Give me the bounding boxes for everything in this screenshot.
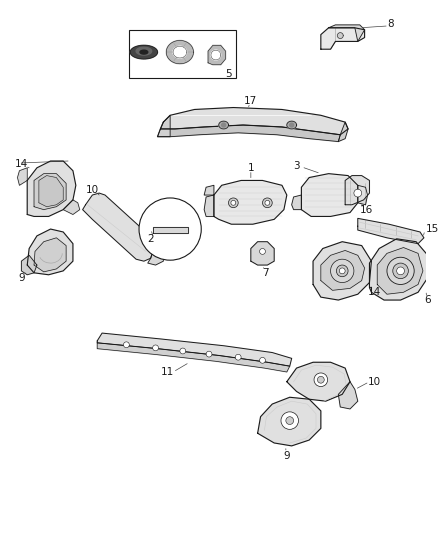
Polygon shape (34, 174, 66, 209)
Polygon shape (21, 255, 37, 275)
Circle shape (180, 348, 186, 354)
Text: 14: 14 (15, 159, 28, 169)
Polygon shape (370, 239, 428, 300)
Polygon shape (345, 175, 370, 205)
Polygon shape (97, 333, 292, 366)
Circle shape (262, 198, 272, 208)
Circle shape (124, 342, 129, 348)
Polygon shape (214, 181, 287, 224)
Polygon shape (153, 227, 187, 233)
Polygon shape (158, 125, 340, 142)
Polygon shape (204, 195, 214, 216)
Polygon shape (27, 161, 76, 216)
Polygon shape (166, 41, 194, 64)
Circle shape (318, 376, 324, 383)
Polygon shape (301, 174, 358, 216)
Text: 17: 17 (244, 96, 258, 106)
Polygon shape (131, 45, 158, 59)
Circle shape (260, 358, 265, 363)
Circle shape (339, 268, 345, 274)
Circle shape (153, 345, 159, 351)
Polygon shape (358, 219, 424, 244)
Polygon shape (287, 362, 350, 401)
Circle shape (354, 189, 362, 197)
Polygon shape (208, 45, 226, 64)
Polygon shape (211, 50, 221, 60)
Polygon shape (27, 229, 73, 275)
Polygon shape (39, 175, 63, 207)
Circle shape (286, 417, 293, 424)
Polygon shape (313, 241, 371, 300)
Polygon shape (292, 195, 301, 209)
Polygon shape (160, 108, 348, 135)
Polygon shape (251, 241, 274, 265)
Text: 1: 1 (247, 163, 254, 173)
Polygon shape (204, 185, 214, 195)
Text: 3: 3 (293, 161, 300, 171)
Polygon shape (219, 121, 229, 129)
Circle shape (314, 373, 328, 386)
Text: 10: 10 (368, 377, 381, 387)
Text: 10: 10 (86, 185, 99, 195)
Text: 9: 9 (18, 273, 25, 282)
Text: 9: 9 (283, 450, 290, 461)
Polygon shape (290, 123, 293, 127)
Polygon shape (287, 121, 297, 129)
Polygon shape (337, 33, 343, 38)
Polygon shape (321, 251, 364, 290)
Circle shape (229, 198, 238, 208)
Polygon shape (358, 185, 367, 205)
Polygon shape (140, 50, 148, 54)
Polygon shape (158, 115, 170, 136)
Circle shape (331, 259, 354, 282)
Polygon shape (97, 343, 290, 372)
Text: 15: 15 (426, 224, 438, 234)
Text: 6: 6 (424, 295, 431, 305)
Circle shape (235, 354, 241, 360)
Text: 7: 7 (262, 268, 269, 278)
Text: 8: 8 (388, 19, 394, 29)
Circle shape (139, 198, 201, 260)
Polygon shape (377, 247, 423, 294)
Polygon shape (328, 25, 364, 42)
Circle shape (206, 351, 212, 357)
Polygon shape (258, 397, 321, 446)
Circle shape (393, 263, 408, 279)
Circle shape (281, 412, 298, 430)
Circle shape (265, 200, 270, 205)
Text: 14: 14 (367, 287, 381, 297)
Polygon shape (222, 123, 226, 127)
Polygon shape (338, 122, 348, 142)
Polygon shape (321, 28, 364, 49)
Circle shape (387, 257, 414, 285)
Polygon shape (83, 193, 154, 261)
Polygon shape (136, 47, 152, 55)
Text: 2: 2 (147, 234, 154, 244)
Polygon shape (148, 248, 163, 265)
Circle shape (336, 265, 348, 277)
Circle shape (397, 267, 404, 275)
Text: 16: 16 (360, 205, 373, 215)
Polygon shape (34, 238, 66, 272)
Text: 5: 5 (225, 69, 232, 79)
Circle shape (231, 200, 236, 205)
Circle shape (260, 248, 265, 254)
Text: 11: 11 (161, 367, 174, 377)
Polygon shape (338, 382, 358, 409)
Polygon shape (63, 200, 80, 214)
Polygon shape (173, 46, 187, 58)
Polygon shape (18, 168, 27, 185)
Bar (129, 30, 236, 78)
